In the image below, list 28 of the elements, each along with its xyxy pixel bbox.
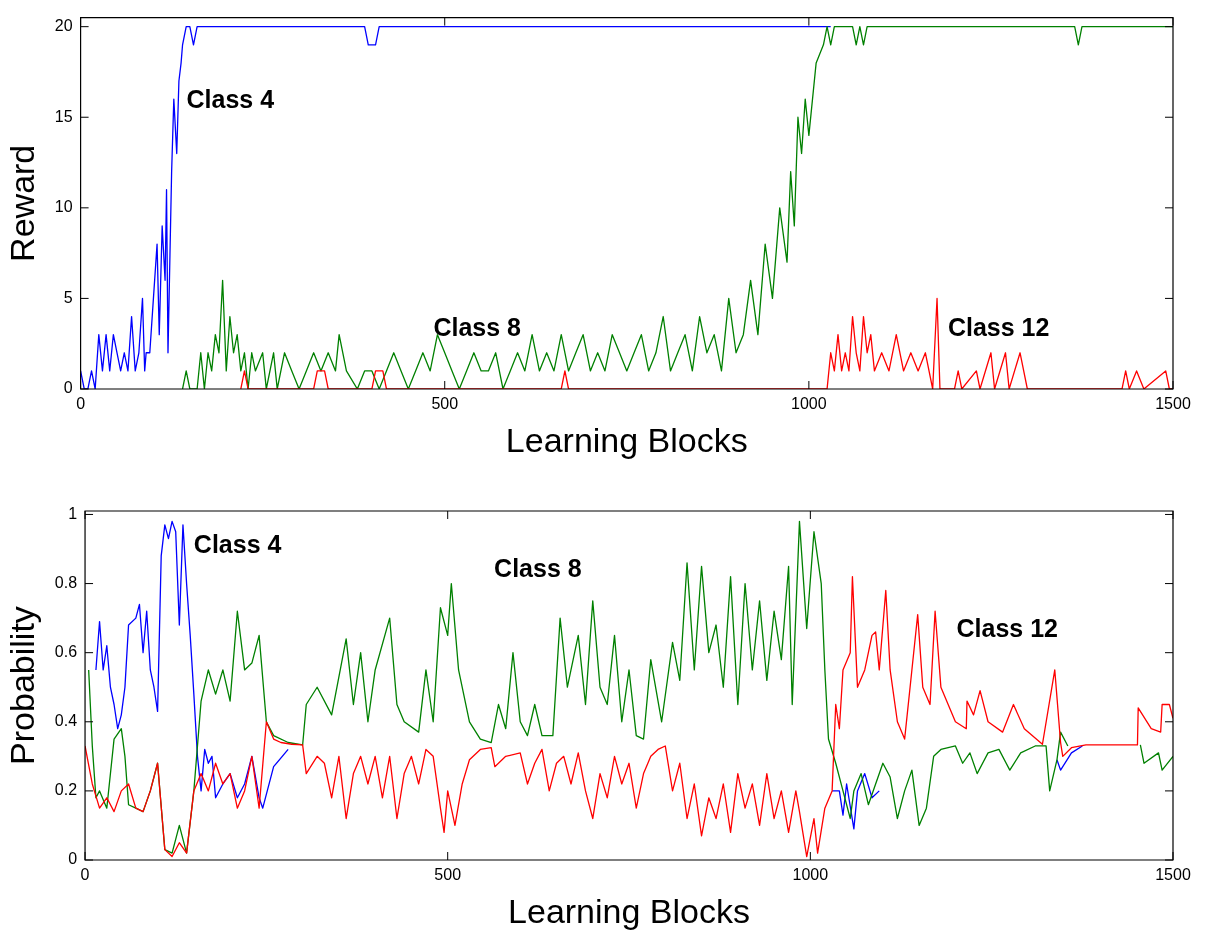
y-tick-label: 15 <box>54 107 73 125</box>
x-tick-label: 1500 <box>1155 866 1191 884</box>
x-tick-label: 500 <box>434 866 462 884</box>
y-tick-label: 0 <box>63 379 73 397</box>
y-tick-label: 0.4 <box>54 712 78 730</box>
y-tick-label: 20 <box>54 17 73 35</box>
y-tick-label: 0.8 <box>54 573 78 591</box>
y-tick-label: 5 <box>63 288 73 306</box>
x-tick-label: 500 <box>431 395 459 413</box>
series-label: Class 4 <box>186 85 275 114</box>
series-label: Class 12 <box>947 313 1050 342</box>
series-label: Class 8 <box>494 554 582 583</box>
y-tick-label: 10 <box>54 198 73 216</box>
series-label: Class 4 <box>193 529 282 558</box>
y-axis-title: Reward <box>2 144 41 262</box>
x-tick-label: 1000 <box>791 395 827 413</box>
y-axis-title: Probability <box>2 606 41 765</box>
x-tick-label: 1000 <box>792 866 829 884</box>
x-tick-label: 0 <box>80 866 90 884</box>
series-label: Class 12 <box>956 613 1058 642</box>
x-axis-title: Learning Blocks <box>505 420 748 459</box>
x-tick-label: 1500 <box>1155 395 1191 413</box>
y-tick-label: 0.6 <box>54 643 78 661</box>
y-tick-label: 0 <box>68 850 78 868</box>
y-tick-label: 0.2 <box>54 781 78 799</box>
x-axis-title: Learning Blocks <box>508 891 750 930</box>
y-tick-label: 1 <box>68 504 78 522</box>
series-label: Class 8 <box>433 313 522 342</box>
